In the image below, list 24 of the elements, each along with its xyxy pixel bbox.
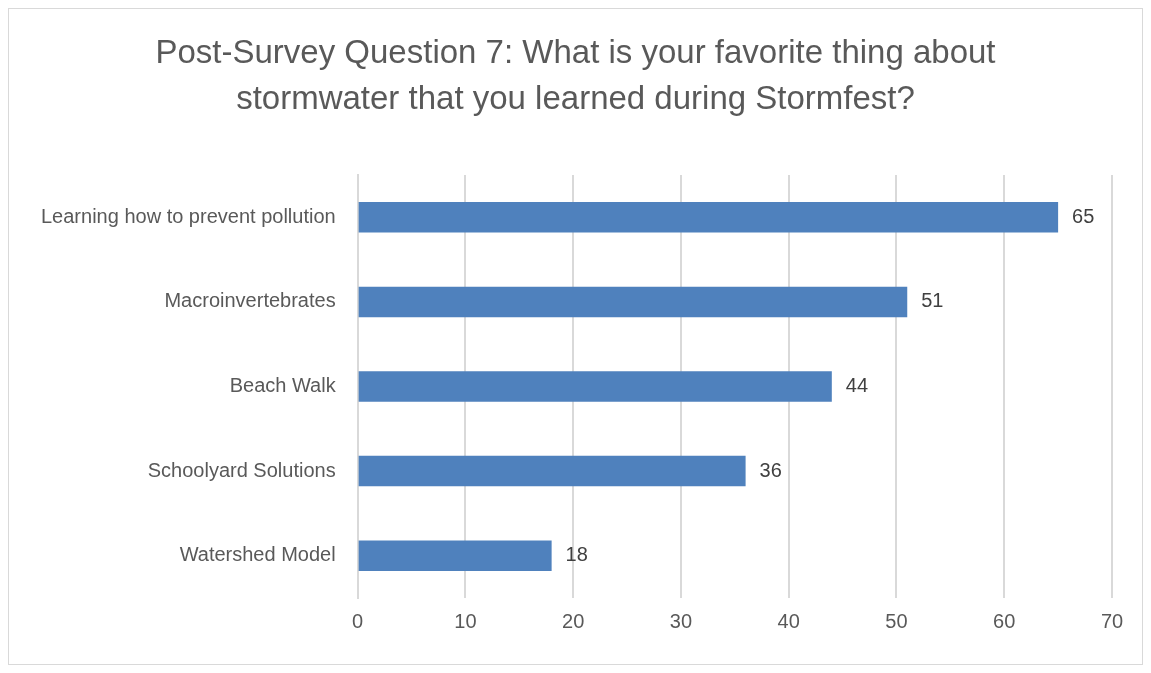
x-tick-label: 10 xyxy=(454,609,477,632)
data-label: 36 xyxy=(759,458,782,481)
data-label: 18 xyxy=(565,543,588,566)
bar xyxy=(358,540,552,571)
x-tick-label: 30 xyxy=(669,609,693,632)
x-tick-label: 70 xyxy=(1100,609,1124,632)
y-tick-label: Macroinvertebrates xyxy=(164,289,336,312)
data-label: 51 xyxy=(921,289,944,312)
y-tick-label: Watershed Model xyxy=(179,543,336,566)
bar xyxy=(358,371,832,402)
x-tick-label: 20 xyxy=(562,609,585,632)
x-tick-label: 40 xyxy=(777,609,800,632)
x-tick-label: 60 xyxy=(993,609,1016,632)
data-label: 65 xyxy=(1072,204,1095,227)
bar xyxy=(358,455,746,487)
y-tick-label: Schoolyard Solutions xyxy=(147,458,336,481)
x-tick-label: 0 xyxy=(352,609,364,632)
data-label: 44 xyxy=(845,374,869,397)
chart-title: Post-Survey Question 7: What is your favorite thing about stormwater that you learned during Stormfest? xyxy=(154,32,997,118)
bar xyxy=(358,286,908,318)
y-tick-label: Beach Walk xyxy=(229,374,337,397)
bar xyxy=(358,202,1059,233)
x-tick-label: 50 xyxy=(885,609,908,632)
y-tick-label: Learning how to prevent pollution xyxy=(40,204,336,227)
